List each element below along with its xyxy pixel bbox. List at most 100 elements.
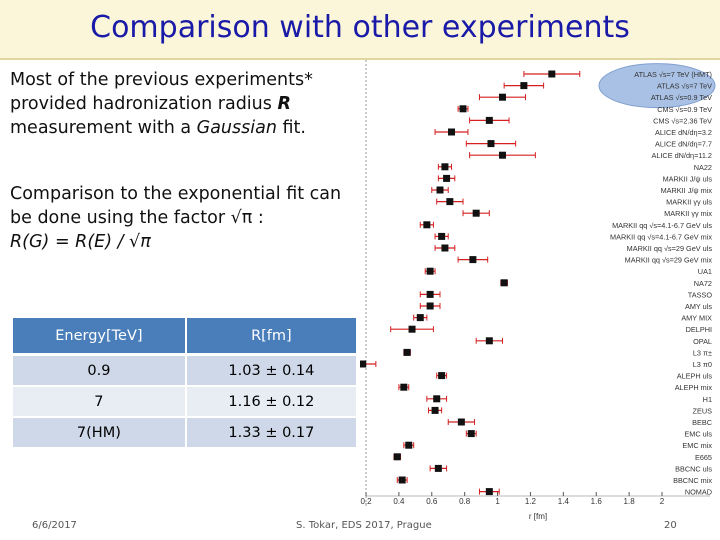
data-point bbox=[408, 325, 416, 333]
data-point bbox=[498, 151, 506, 159]
table-row: 7 1.16 ± 0.12 bbox=[13, 386, 356, 418]
data-point bbox=[426, 290, 434, 298]
intro-paragraph: Most of the previous experiments* provid… bbox=[10, 68, 360, 140]
point-label: MARKII J/ψ mix bbox=[661, 186, 713, 195]
data-point bbox=[436, 186, 444, 194]
table-row: 7(HM) 1.33 ± 0.17 bbox=[13, 417, 356, 449]
point-label: TASSO bbox=[688, 290, 713, 299]
intro-line-3-italic: Gaussian bbox=[196, 118, 277, 138]
data-point bbox=[485, 488, 493, 496]
x-tick-label: 2 bbox=[660, 497, 665, 506]
point-label: ALICE dN/dη=7.7 bbox=[655, 140, 712, 149]
x-tick-label: 1.8 bbox=[624, 497, 636, 506]
data-point bbox=[438, 232, 446, 240]
table-header-row: Energy[TeV] R[fm] bbox=[13, 318, 356, 356]
data-point bbox=[548, 70, 556, 78]
data-point bbox=[393, 453, 401, 461]
point-label: ATLAS √s=7 TeV (HMT) bbox=[634, 70, 712, 79]
data-point bbox=[443, 174, 451, 182]
x-tick-label: 0.8 bbox=[459, 497, 471, 506]
energy-cell: 0.9 bbox=[13, 354, 187, 387]
point-label: E665 bbox=[695, 453, 712, 462]
comparison-chart: 0.2 0.4 0.6 0.8 1 1.2 1.4 1.6 1.8 2 ATLAS √s=7 TeV… bbox=[360, 60, 717, 521]
point-label: BBCNC uls bbox=[675, 464, 712, 473]
data-point bbox=[446, 198, 454, 206]
comparison-line-2: be done using the factor √π : bbox=[10, 208, 264, 228]
point-label: MARKII γγ mix bbox=[664, 209, 712, 218]
energy-cell: 7 bbox=[13, 386, 187, 418]
data-point bbox=[441, 244, 449, 252]
radius-cell: 1.16 ± 0.12 bbox=[185, 386, 356, 418]
point-label: MARKII qq √s=29 GeV mix bbox=[625, 256, 713, 265]
data-point bbox=[487, 140, 495, 148]
data-point bbox=[472, 209, 480, 217]
point-label: UA1 bbox=[698, 267, 712, 276]
data-point bbox=[400, 383, 408, 391]
data-point bbox=[441, 163, 449, 171]
intro-line-2-text: provided hadronization radius bbox=[10, 94, 278, 114]
intro-line-1: Most of the previous experiments* bbox=[10, 70, 313, 90]
intro-line-3: measurement with a Gaussian fit. bbox=[10, 116, 360, 140]
slide-title: Comparison with other experiments bbox=[90, 10, 630, 45]
footer-date: 6/6/2017 bbox=[32, 520, 77, 531]
x-tick-label: 0.2 bbox=[360, 497, 372, 506]
comparison-line-1: Comparison to the exponential fit can bbox=[10, 184, 342, 204]
data-point bbox=[431, 406, 439, 414]
radius-header: R[fm] bbox=[185, 318, 356, 356]
point-label: L3 π± bbox=[693, 348, 712, 357]
point-label: CMS √s=0.9 TeV bbox=[657, 105, 712, 114]
data-point bbox=[405, 441, 413, 449]
x-tick-label: 1.2 bbox=[525, 497, 537, 506]
data-point bbox=[467, 430, 475, 438]
data-point bbox=[500, 279, 508, 287]
x-axis-label: r [fm] bbox=[529, 512, 547, 521]
data-point bbox=[398, 476, 406, 484]
point-label: ATLAS √s=7 TeV bbox=[657, 82, 712, 91]
point-label: MARKII γγ uls bbox=[666, 198, 712, 207]
energy-cell: 7(HM) bbox=[13, 417, 187, 449]
data-point bbox=[469, 256, 477, 264]
point-label: MARKII J/ψ uls bbox=[663, 174, 713, 183]
data-point bbox=[360, 360, 367, 368]
data-point bbox=[416, 314, 424, 322]
point-label: ALEPH mix bbox=[675, 383, 713, 392]
footer-event: S. Tokar, EDS 2017, Prague bbox=[296, 520, 432, 531]
x-tick-label: 0.6 bbox=[426, 497, 438, 506]
data-point bbox=[403, 348, 411, 356]
data-point bbox=[426, 302, 434, 310]
point-label: EMC uls bbox=[684, 430, 712, 439]
point-label: CMS √s=2.36 TeV bbox=[653, 116, 712, 125]
data-point bbox=[438, 372, 446, 380]
point-label: ALICE dN/dη=3.2 bbox=[655, 128, 712, 137]
data-point bbox=[485, 337, 493, 345]
data-point bbox=[485, 116, 493, 124]
table-row: 0.9 1.03 ± 0.14 bbox=[13, 354, 356, 387]
data-point bbox=[423, 221, 431, 229]
intro-line-3-end: fit. bbox=[276, 118, 306, 138]
data-point bbox=[434, 464, 442, 472]
data-point bbox=[448, 128, 456, 136]
atlas-highlight-ellipse bbox=[598, 63, 716, 109]
point-label: EMC mix bbox=[682, 441, 712, 450]
point-label: NOMAD bbox=[685, 488, 712, 497]
point-label: L3 π0 bbox=[693, 360, 712, 369]
intro-line-3-text: measurement with a bbox=[10, 118, 197, 138]
point-label: MARKII qq √s=29 GeV uls bbox=[627, 244, 713, 253]
point-label: MARKII qq √s=4.1-6.7 GeV uls bbox=[612, 221, 712, 230]
point-label: H1 bbox=[703, 395, 712, 404]
radius-cell: 1.33 ± 0.17 bbox=[185, 417, 356, 449]
comparison-paragraph: Comparison to the exponential fit can be… bbox=[10, 182, 360, 254]
data-point bbox=[433, 395, 441, 403]
x-tick-label: 1 bbox=[495, 497, 500, 506]
comparison-formula: R(G) = R(E) / √π bbox=[10, 232, 151, 252]
results-table: Energy[TeV] R[fm] 0.9 1.03 ± 0.14 7 1.16… bbox=[13, 318, 356, 449]
point-label: OPAL bbox=[693, 337, 712, 346]
point-label: ALICE dN/dη=11.2 bbox=[651, 151, 712, 160]
point-label: BBCNC mix bbox=[673, 476, 712, 485]
point-label: BEBC bbox=[692, 418, 712, 427]
plot-background bbox=[365, 60, 717, 509]
x-tick-label: 1.6 bbox=[591, 497, 603, 506]
point-label: MARKII qq √s=4.1-6.7 GeV mix bbox=[610, 232, 712, 241]
point-label: ATLAS √s=0.9 TeV bbox=[651, 93, 712, 102]
data-point bbox=[426, 267, 434, 275]
